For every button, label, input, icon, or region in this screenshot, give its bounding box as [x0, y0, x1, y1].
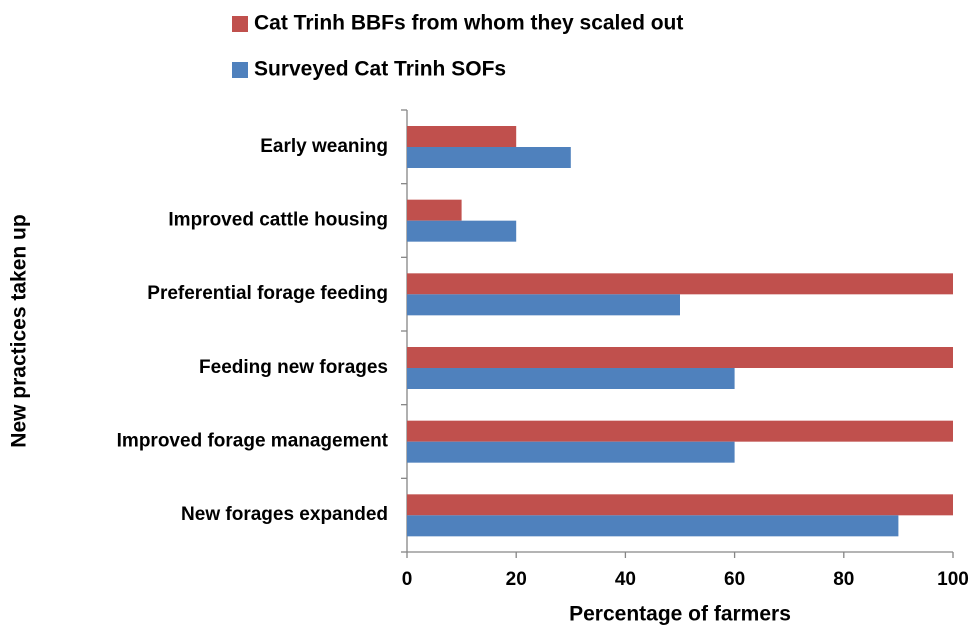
bar [407, 441, 735, 463]
x-tick-label: 60 [724, 569, 745, 590]
x-tick-label: 20 [506, 569, 527, 590]
bar [407, 220, 517, 242]
x-tick-label: 100 [937, 569, 969, 590]
x-tick-label: 40 [615, 569, 636, 590]
bar [407, 347, 953, 368]
legend-label: Cat Trinh BBFs from whom they scaled out [254, 12, 683, 35]
y-tick-label: New forages expanded [181, 504, 388, 525]
bar [407, 294, 680, 316]
x-tick-label: 80 [833, 569, 854, 590]
x-axis-title: Percentage of farmers [569, 603, 791, 626]
bar [407, 494, 953, 516]
bar [407, 273, 953, 295]
y-tick-label: Early weaning [260, 136, 388, 157]
y-tick-label: Improved cattle housing [168, 210, 388, 231]
y-axis-title: New practices taken up [8, 214, 31, 447]
y-tick-label: Improved forage management [117, 431, 389, 452]
legend-swatch [232, 16, 248, 32]
bar [407, 147, 571, 168]
legend-label: Surveyed Cat Trinh SOFs [254, 58, 506, 81]
bar [407, 126, 517, 147]
bar [407, 420, 953, 442]
bar [407, 515, 899, 537]
y-tick-label: Preferential forage feeding [147, 283, 388, 304]
bar [407, 368, 735, 389]
x-tick-label: 0 [402, 569, 413, 590]
bar [407, 199, 462, 221]
legend-swatch [232, 62, 248, 78]
y-tick-label: Feeding new forages [199, 357, 388, 378]
